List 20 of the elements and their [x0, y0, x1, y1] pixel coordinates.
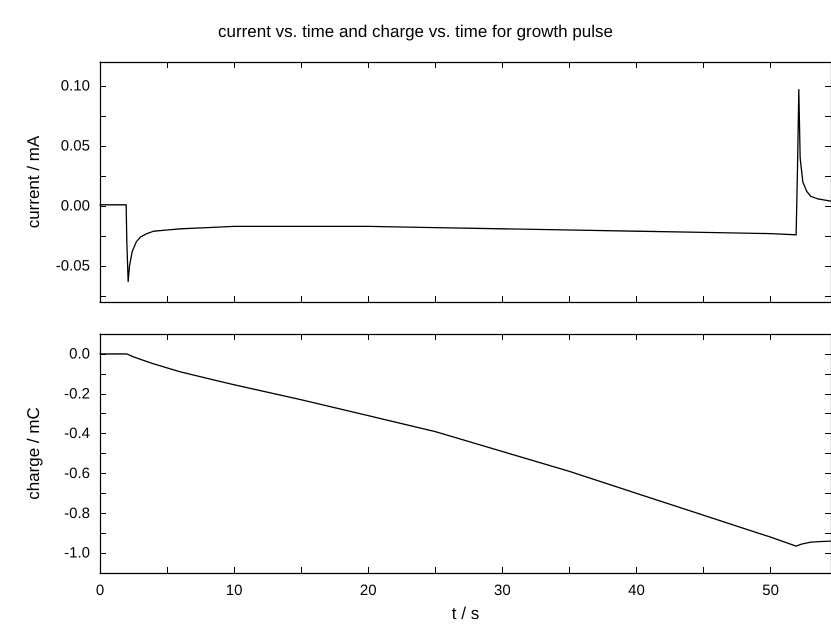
x-tick-label: 40	[628, 582, 645, 599]
x-tick-label: 50	[762, 582, 779, 599]
y-tick-label: -0.05	[56, 258, 90, 274]
y-tick-label: -0.4	[64, 425, 90, 442]
y-axis-title: charge / mC	[24, 407, 43, 500]
x-tick-label: 0	[96, 582, 104, 599]
chart-title: current vs. time and charge vs. time for growth pulse	[218, 22, 613, 41]
x-tick-label: 30	[494, 582, 511, 599]
y-tick-label: -0.8	[64, 504, 90, 522]
x-tick-label: 20	[360, 582, 377, 599]
y-axis-title: current / mA	[24, 135, 43, 228]
x-axis-title: t / s	[452, 604, 480, 623]
y-tick-label: -0.6	[64, 464, 90, 482]
x-tick-label: 10	[226, 582, 242, 599]
y-tick-label: 0.05	[60, 138, 90, 154]
y-tick-label: 0.0	[69, 345, 90, 362]
y-tick-label: -0.2	[64, 385, 90, 402]
y-tick-label: 0.10	[60, 78, 90, 94]
y-tick-label: 0.00	[60, 198, 90, 214]
y-tick-label: -1.0	[64, 544, 90, 562]
